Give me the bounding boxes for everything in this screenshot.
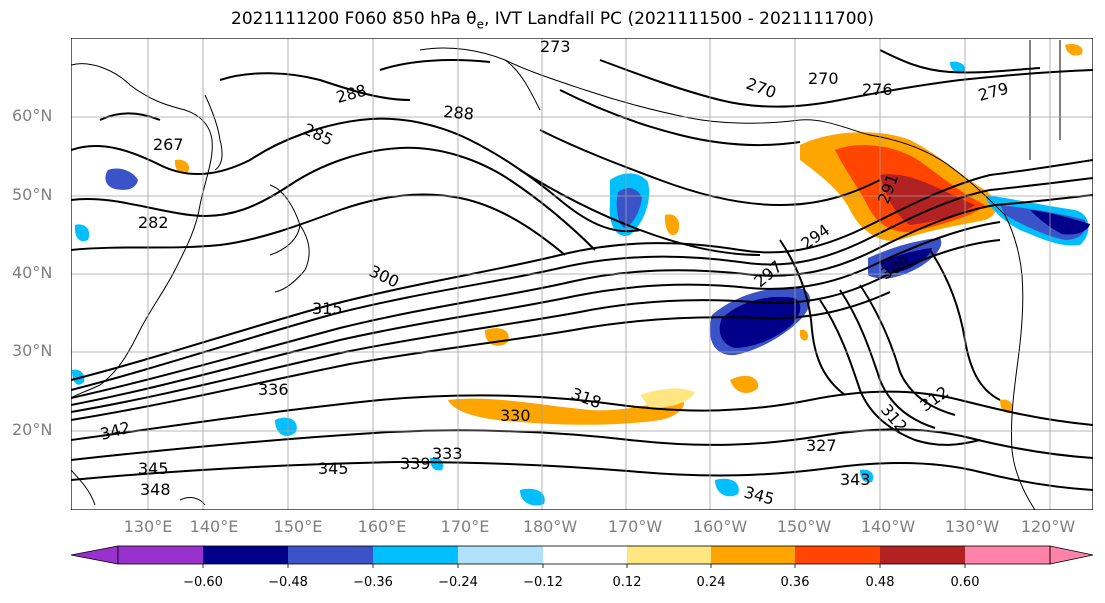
contour-label: 333	[432, 444, 463, 463]
map-title: 2021111200 F060 850 hPa θe, IVT Landfall…	[231, 9, 874, 32]
colorbar-swatch	[288, 546, 373, 564]
colorbar-tick-label: 0.24	[696, 575, 726, 590]
colorbar-swatch	[711, 546, 795, 564]
lon-label: 180°W	[522, 517, 578, 536]
colorbar-tick-label: 0.48	[865, 575, 895, 590]
contour-label: 348	[140, 480, 171, 499]
contour-label: 345	[318, 459, 349, 478]
colorbar-tick-label: 0.36	[780, 575, 810, 590]
lat-label: 40°N	[12, 263, 53, 282]
lon-label: 160°E	[357, 517, 407, 536]
colorbar-tick-label: −0.12	[523, 575, 563, 590]
contour-label: 273	[540, 37, 571, 56]
colorbar	[70, 545, 1094, 568]
lat-label: 50°N	[12, 185, 53, 204]
lat-label: 60°N	[12, 106, 53, 125]
colorbar-tick-label: 0.60	[950, 575, 980, 590]
contour-label: 282	[138, 213, 169, 232]
colorbar-swatch	[965, 546, 1050, 564]
graticule	[71, 38, 1093, 510]
colorbar-swatch	[543, 546, 627, 564]
colorbar-tick-label: −0.36	[353, 575, 393, 590]
colorbar-swatch	[458, 546, 543, 564]
lat-label: 30°N	[12, 341, 53, 360]
contour-label: 330	[500, 406, 531, 425]
lon-label: 130°E	[123, 517, 173, 536]
contour-label: 339	[400, 454, 431, 473]
colorbar-swatch	[795, 546, 880, 564]
lon-label: 150°E	[273, 517, 323, 536]
colorbar-swatch	[203, 546, 288, 564]
lon-label: 140°W	[860, 517, 916, 536]
colorbar-high-extend	[1049, 545, 1094, 565]
contour-label: 336	[258, 380, 289, 399]
lon-label: 170°E	[440, 517, 490, 536]
colorbar-tick-label: −0.48	[268, 575, 308, 590]
theta-e-contours	[71, 49, 1093, 491]
contour-label: 267	[153, 135, 184, 154]
contour-label: 270	[808, 69, 839, 88]
lat-label: 20°N	[12, 420, 53, 439]
colorbar-swatch	[373, 546, 458, 564]
contour-label: 288	[443, 102, 475, 124]
colorbar-tick-label: 0.12	[612, 575, 642, 590]
colorbar-tick-label: −0.24	[438, 575, 478, 590]
contour-label: 327	[806, 436, 837, 455]
colorbar-tick-label: −0.60	[183, 575, 223, 590]
lon-label: 140°E	[189, 517, 239, 536]
lon-label: 150°W	[776, 517, 832, 536]
lon-label: 120°W	[1020, 517, 1076, 536]
colorbar-swatch	[118, 546, 203, 564]
contour-label: 276	[862, 80, 893, 99]
lon-label: 160°W	[692, 517, 748, 536]
lon-label: 170°W	[607, 517, 663, 536]
colorbar-swatch	[627, 546, 711, 564]
lon-label: 130°W	[944, 517, 1000, 536]
colorbar-swatch	[880, 546, 965, 564]
contour-label: 315	[312, 299, 343, 318]
anomaly-shading	[72, 44, 1090, 506]
colorbar-low-extend	[70, 545, 119, 565]
contour-label: 343	[840, 470, 871, 489]
contour-label: 345	[138, 459, 169, 478]
